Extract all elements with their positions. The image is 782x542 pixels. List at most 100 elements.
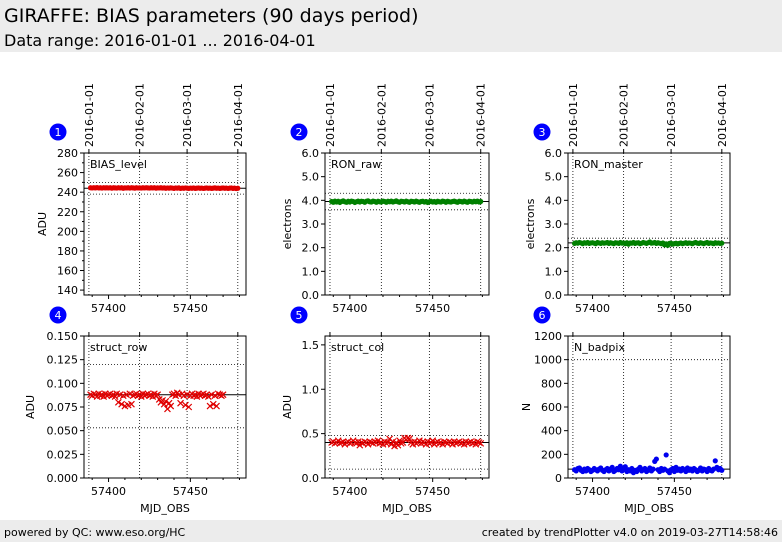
y-tick-label: 0.100 bbox=[47, 377, 79, 390]
chart-panel-4: 0.000 0.025 0.050 0.075 0.100 0.125 0.150 57400… bbox=[24, 306, 247, 515]
date-tick-label: 2016-03-01 bbox=[423, 83, 436, 147]
chart-panel-5: 0.0 0.5 1.0 1.5 57400 57450 struct_col ADU MJD_O… bbox=[281, 306, 490, 515]
y-tick-label: 140 bbox=[57, 284, 78, 297]
y-tick-label: 3.0 bbox=[302, 218, 320, 231]
y-tick-label: 0.0 bbox=[302, 472, 320, 485]
x-axis-label: MJD_OBS bbox=[140, 502, 190, 515]
data-point bbox=[167, 402, 175, 410]
data-point bbox=[477, 439, 485, 447]
y-tick-label: 180 bbox=[57, 245, 78, 258]
y-tick-label: 3.0 bbox=[545, 218, 563, 231]
panel-label: RON_raw bbox=[331, 158, 381, 171]
date-tick-label: 2016-04-01 bbox=[716, 83, 729, 147]
panel-number-badge bbox=[533, 123, 551, 141]
date-tick-label: 2016-01-01 bbox=[324, 83, 337, 147]
data-point bbox=[128, 400, 135, 408]
y-tick-label: 0.0 bbox=[545, 289, 563, 302]
x-tick-label: 57450 bbox=[415, 485, 450, 498]
date-tick-label: 2016-04-01 bbox=[232, 83, 245, 147]
y-tick-label: 220 bbox=[57, 206, 78, 219]
data-point bbox=[235, 185, 241, 191]
y-tick-label: 6.0 bbox=[545, 147, 563, 160]
y-axis-label: N bbox=[520, 403, 533, 411]
data-point bbox=[206, 402, 214, 410]
data-point bbox=[118, 400, 126, 408]
date-tick-label: 2016-01-01 bbox=[567, 83, 580, 147]
plot-area bbox=[325, 153, 489, 295]
y-tick-label: 400 bbox=[541, 425, 562, 438]
y-axis-label: ADU bbox=[36, 212, 49, 236]
y-tick-label: 280 bbox=[57, 147, 78, 160]
date-tick-label: 2016-03-01 bbox=[181, 83, 194, 147]
panel-number-text: 5 bbox=[296, 309, 303, 322]
x-tick-label: 57400 bbox=[332, 485, 367, 498]
y-tick-label: 1.5 bbox=[302, 339, 320, 352]
y-tick-label: 800 bbox=[541, 377, 562, 390]
data-point bbox=[712, 458, 718, 464]
chart-panel-1: 140 160 180 200 220 240 260 280 57400 57450 2016-0… bbox=[36, 83, 247, 315]
panel-number-badge bbox=[290, 306, 308, 324]
y-tick-label: 0 bbox=[555, 472, 562, 485]
panel-number-text: 4 bbox=[55, 309, 62, 322]
plot-area bbox=[84, 153, 246, 295]
chart-panel-3: 0.0 1.0 2.0 3.0 4.0 5.0 6.0 57400 57450 2016-01-0… bbox=[524, 83, 731, 315]
panel-number-badge bbox=[290, 123, 308, 141]
y-tick-label: 0.050 bbox=[47, 425, 79, 438]
footer-bar: powered by QC: www.eso.org/HC created by… bbox=[0, 520, 782, 542]
y-axis-label: ADU bbox=[281, 395, 294, 419]
y-tick-label: 0.075 bbox=[47, 401, 79, 414]
y-tick-label: 240 bbox=[57, 186, 78, 199]
date-tick-label: 2016-04-01 bbox=[475, 83, 488, 147]
panel-number-badge bbox=[49, 306, 67, 324]
plot-area bbox=[568, 336, 730, 478]
data-point bbox=[185, 403, 193, 411]
y-tick-label: 2.0 bbox=[302, 242, 320, 255]
panel-number-badge bbox=[49, 123, 67, 141]
panel-number-text: 3 bbox=[539, 126, 546, 139]
data-point bbox=[209, 400, 217, 408]
plot-frame bbox=[83, 152, 247, 296]
plot-area bbox=[568, 153, 730, 295]
x-tick-label: 57400 bbox=[575, 302, 610, 315]
y-axis-label: electrons bbox=[524, 198, 537, 249]
x-tick-label: 57450 bbox=[657, 302, 692, 315]
x-axis-label: MJD_OBS bbox=[382, 502, 432, 515]
y-tick-label: 1.0 bbox=[302, 265, 320, 278]
y-tick-label: 0.025 bbox=[47, 448, 79, 461]
panel-label: RON_master bbox=[574, 158, 643, 171]
chart-panel-6: 0 200 400 600 800 1000 1200 57400 57450 N_badpix N… bbox=[520, 306, 731, 515]
footer-credit: powered by QC: www.eso.org/HC bbox=[4, 526, 186, 539]
panel-number-badge bbox=[533, 306, 551, 324]
data-point bbox=[663, 452, 669, 458]
y-tick-label: 5.0 bbox=[545, 171, 563, 184]
panel-label: struct_col bbox=[331, 341, 384, 354]
data-point bbox=[650, 466, 656, 472]
y-tick-label: 0.150 bbox=[47, 330, 79, 343]
x-tick-label: 57450 bbox=[173, 302, 208, 315]
chart-panel-2: 0.0 1.0 2.0 3.0 4.0 5.0 6.0 57400 57450 2016-01-0… bbox=[281, 83, 490, 315]
header-bar: GIRAFFE: BIAS parameters (90 days period… bbox=[0, 0, 782, 52]
panel-number-text: 1 bbox=[55, 126, 62, 139]
data-point bbox=[204, 393, 212, 401]
data-point bbox=[478, 198, 484, 205]
date-tick-label: 2016-02-01 bbox=[618, 83, 631, 147]
panel-label: BIAS_level bbox=[90, 158, 147, 171]
plot-area bbox=[325, 336, 489, 478]
data-point bbox=[719, 240, 725, 246]
x-tick-label: 57400 bbox=[332, 302, 367, 315]
panel-label: struct_row bbox=[90, 341, 147, 354]
page-subtitle: Data range: 2016-01-01 ... 2016-04-01 bbox=[4, 31, 316, 50]
y-tick-label: 0.125 bbox=[47, 354, 79, 367]
x-axis-label: MJD_OBS bbox=[624, 502, 674, 515]
x-tick-label: 57400 bbox=[575, 485, 610, 498]
y-axis-label: electrons bbox=[281, 198, 294, 249]
y-tick-label: 2.0 bbox=[545, 242, 563, 255]
y-tick-label: 0.000 bbox=[47, 472, 79, 485]
date-tick-label: 2016-02-01 bbox=[134, 83, 147, 147]
data-point bbox=[182, 401, 189, 409]
x-tick-label: 57450 bbox=[657, 485, 692, 498]
y-axis-label: ADU bbox=[24, 395, 37, 419]
panel-number-text: 6 bbox=[539, 309, 546, 322]
x-tick-label: 57400 bbox=[91, 485, 126, 498]
